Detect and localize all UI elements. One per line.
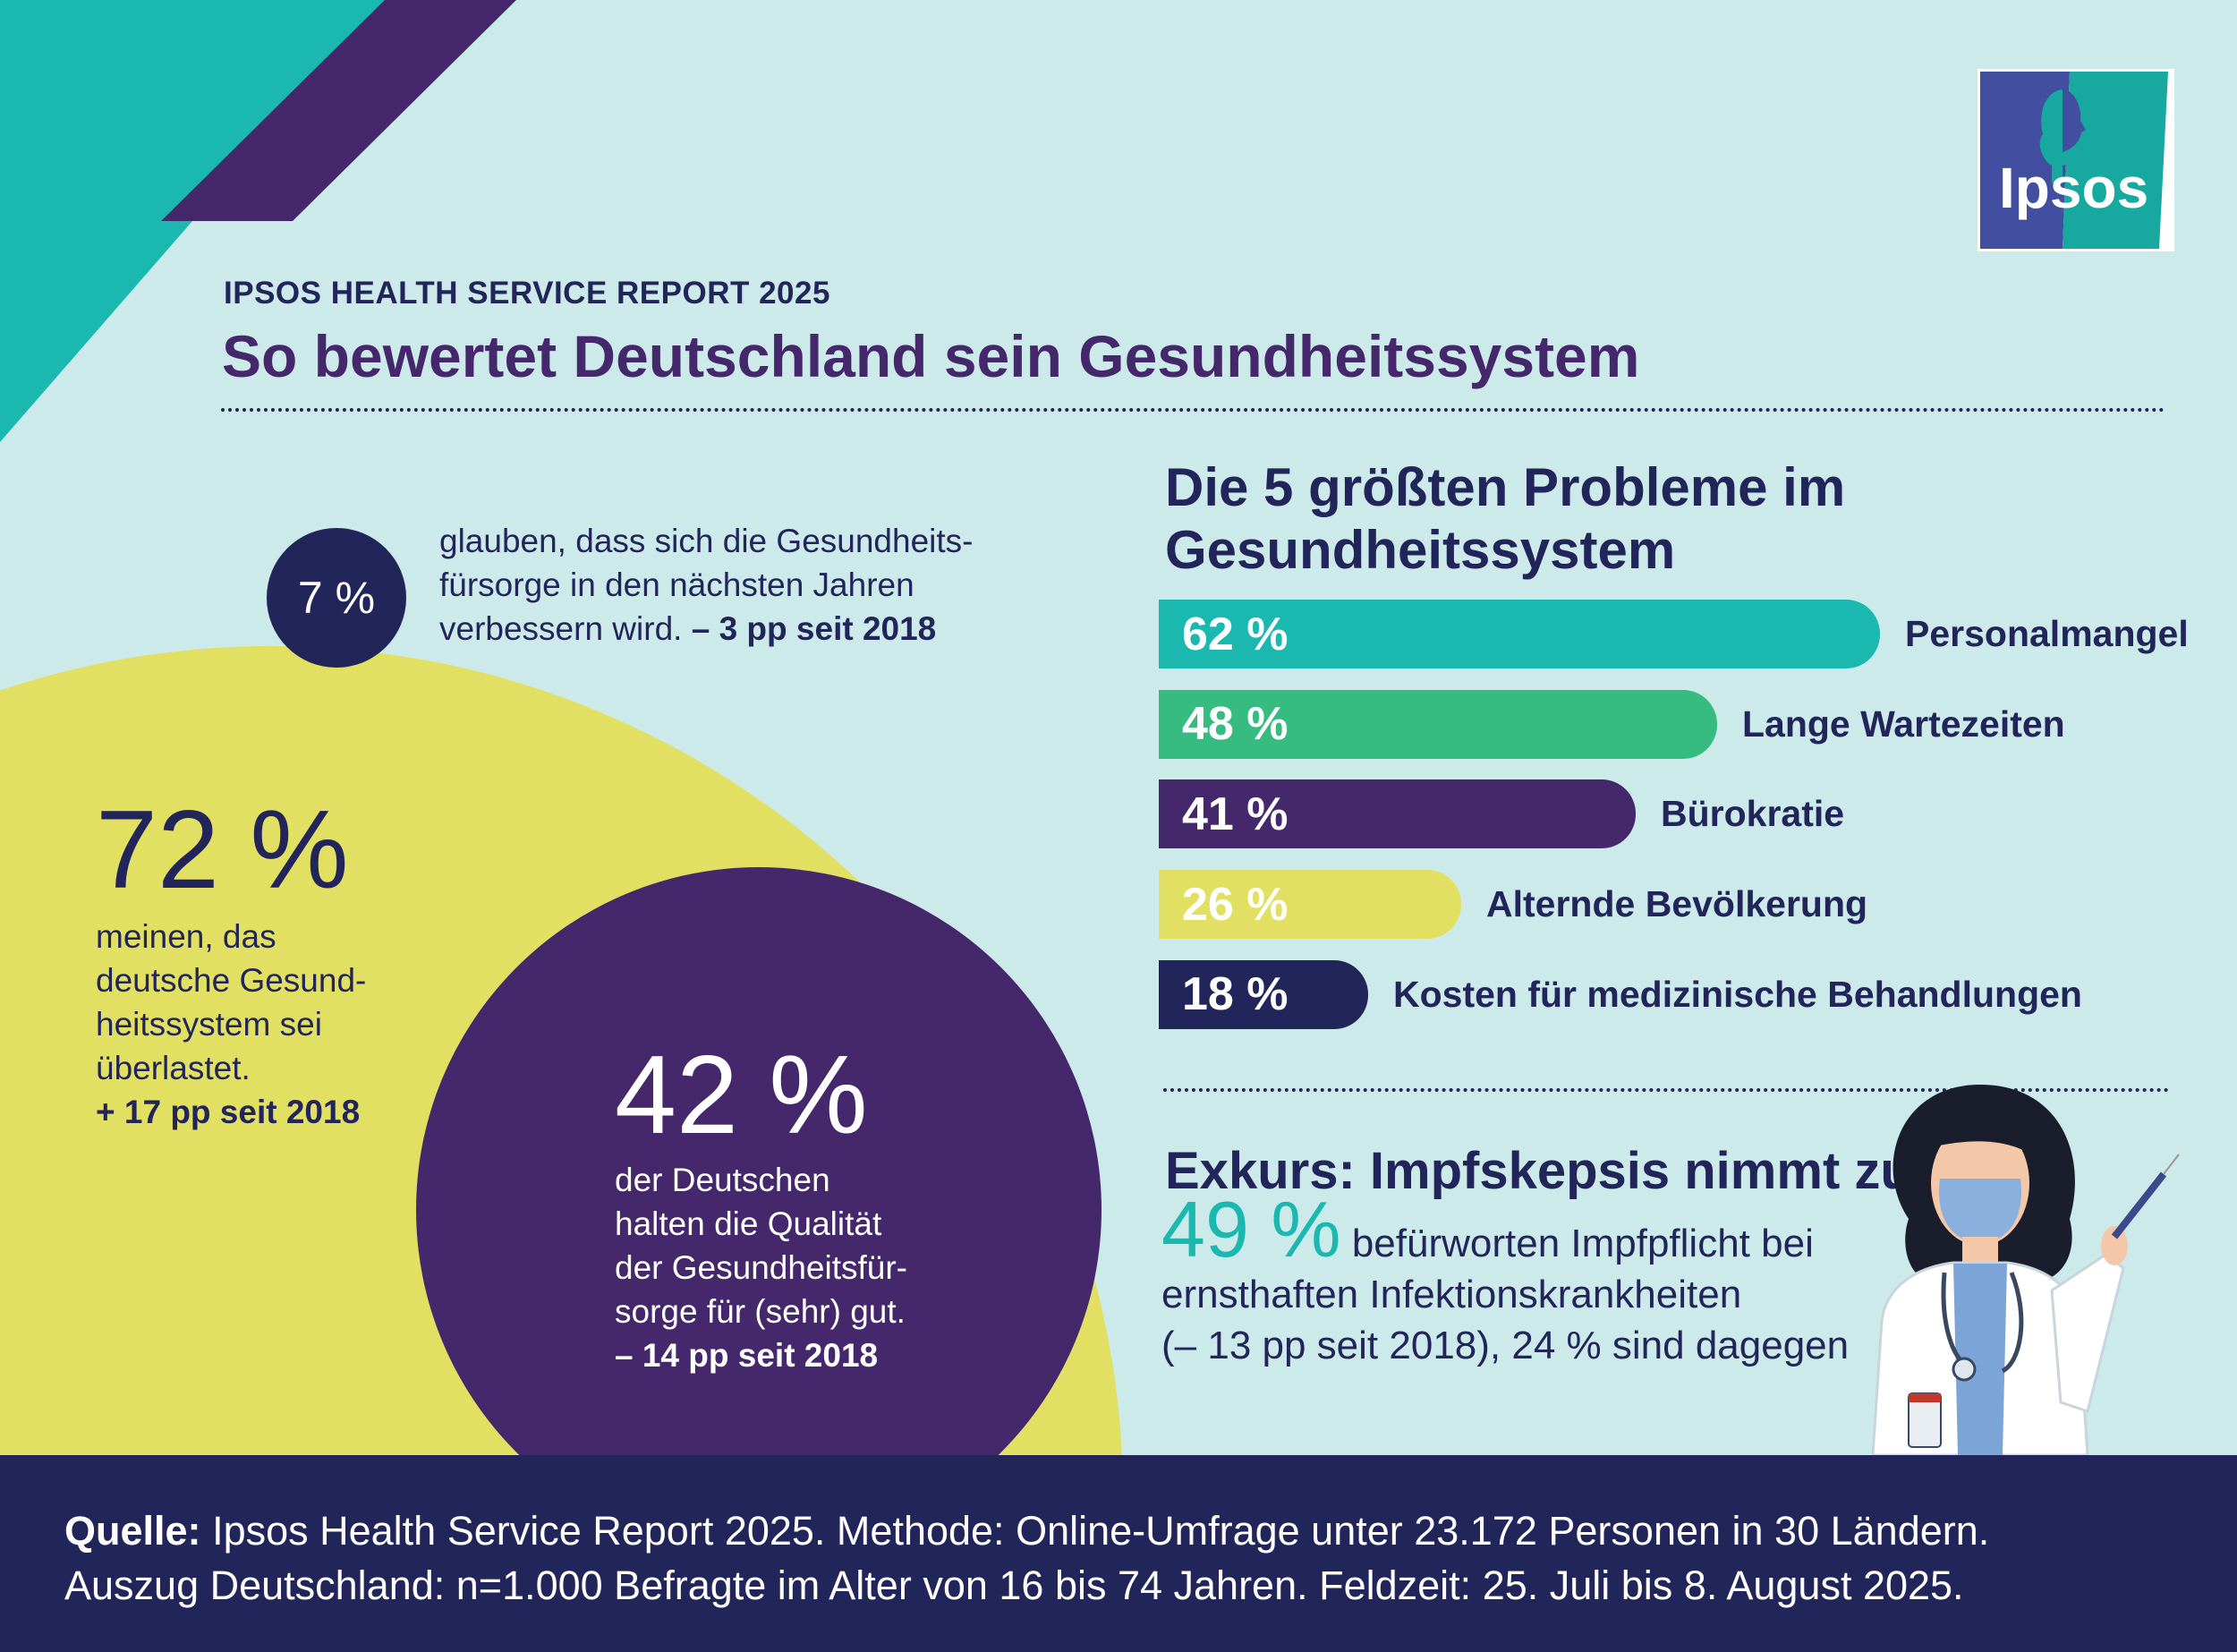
source-label: Quelle: bbox=[64, 1508, 201, 1554]
bar-category-label: Bürokratie bbox=[1661, 793, 1845, 835]
excursus-text-1: befürworten Impfpflicht bei bbox=[1351, 1222, 1814, 1265]
stat-42-line: der Gesundheitsfür- bbox=[615, 1249, 908, 1286]
stat-42-line: sorge für (sehr) gut. bbox=[615, 1293, 906, 1330]
bar-value-label: 18 % bbox=[1182, 968, 1289, 1021]
source-line-2: Auszug Deutschland: n=1.000 Befragte im … bbox=[64, 1563, 1964, 1608]
stat-42-value: 42 % bbox=[615, 1034, 868, 1157]
source-line-1: Ipsos Health Service Report 2025. Method… bbox=[212, 1508, 1990, 1554]
report-kicker: IPSOS HEALTH SERVICE REPORT 2025 bbox=[224, 276, 830, 311]
chart-title: Die 5 größten Probleme im Gesundheitssys… bbox=[1165, 457, 1846, 580]
logo-text: Ipsos bbox=[1999, 156, 2149, 220]
bar-4: 26 % bbox=[1159, 870, 1461, 940]
stat-72-block: 72 % meinen, das deutsche Gesund- heitss… bbox=[96, 795, 366, 1134]
bar-value-label: 26 % bbox=[1182, 878, 1289, 931]
stat-72-change: + 17 pp seit 2018 bbox=[96, 1094, 361, 1130]
bar-category-label: Kosten für medizinische Behandlungen bbox=[1393, 973, 2082, 1015]
bar-value-label: 41 % bbox=[1182, 788, 1289, 840]
excursus-title: Exkurs: Impfskepsis nimmt zu bbox=[1165, 1142, 1912, 1200]
bar-category-label: Alternde Bevölkerung bbox=[1486, 883, 1868, 925]
bar-3: 41 % bbox=[1159, 779, 1636, 849]
stat-7-change: – 3 pp seit 2018 bbox=[691, 610, 937, 647]
excursus-text-3: (– 13 pp seit 2018), 24 % sind dagegen bbox=[1161, 1324, 1850, 1367]
stat-7-description: glauben, dass sich die Gesundheits-fürso… bbox=[439, 523, 974, 647]
stat-72-line: deutsche Gesund- bbox=[96, 962, 367, 999]
stat-7-badge: 7 % bbox=[267, 528, 406, 668]
bar-category-label: Lange Wartezeiten bbox=[1742, 703, 2065, 745]
bar-value-label: 48 % bbox=[1182, 698, 1289, 751]
excursus-value: 49 % bbox=[1161, 1185, 1341, 1273]
stat-72-line: meinen, das bbox=[96, 918, 276, 955]
bar-2: 48 % bbox=[1159, 689, 1717, 759]
purple-circle bbox=[416, 867, 1101, 1553]
stat-42-block: 42 % der Deutschen halten die Qualität d… bbox=[615, 1040, 907, 1377]
stat-72-line: überlastet. bbox=[96, 1050, 251, 1086]
bar-1: 62 % bbox=[1159, 600, 1880, 668]
stat-42-change: – 14 pp seit 2018 bbox=[615, 1337, 879, 1374]
footer-source: Quelle: Ipsos Health Service Report 2025… bbox=[0, 1455, 2237, 1652]
excursus-text-2: ernsthaften Infektionskrankheiten bbox=[1161, 1273, 1742, 1316]
title-divider bbox=[221, 408, 2165, 412]
bar-value-label: 62 % bbox=[1182, 608, 1289, 660]
page-title: So bewertet Deutschland sein Gesundheits… bbox=[222, 323, 1640, 389]
excursus-text: 49 % befürworten Impfpflicht bei ernstha… bbox=[1161, 1190, 1877, 1371]
stat-42-line: der Deutschen bbox=[615, 1162, 830, 1198]
stat-7-text: glauben, dass sich die Gesundheits-fürso… bbox=[439, 519, 1066, 651]
stat-42-line: halten die Qualität bbox=[615, 1205, 882, 1242]
bar-category-label: Personalmangel bbox=[1905, 613, 2189, 654]
doctor-illustration bbox=[1871, 1085, 2180, 1455]
stat-72-line: heitssystem sei bbox=[96, 1006, 322, 1043]
section-divider bbox=[1163, 1088, 2169, 1092]
stat-72-value: 72 % bbox=[96, 788, 349, 912]
bar-5: 18 % bbox=[1159, 959, 1368, 1029]
purple-stripe-shape bbox=[161, 0, 516, 221]
ipsos-logo: Ipsos bbox=[1978, 69, 2174, 251]
